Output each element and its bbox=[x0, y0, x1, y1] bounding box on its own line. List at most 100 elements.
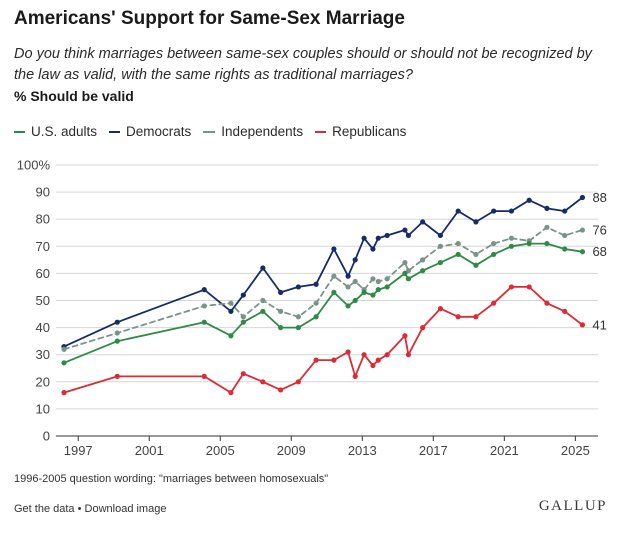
data-point-republicans bbox=[526, 284, 532, 290]
data-point-u-s-adults bbox=[370, 292, 376, 298]
legend-swatch-democrats bbox=[109, 130, 121, 133]
end-label-republicans: 41 bbox=[592, 317, 606, 332]
legend-item-independents: Independents bbox=[203, 124, 303, 139]
data-point-u-s-adults bbox=[384, 284, 390, 290]
data-point-republicans bbox=[508, 284, 515, 290]
data-point-republicans bbox=[61, 390, 67, 396]
data-point-republicans bbox=[375, 357, 381, 363]
data-point-democrats bbox=[345, 273, 351, 279]
data-point-republicans bbox=[544, 300, 550, 306]
data-point-independents bbox=[562, 232, 568, 239]
data-point-u-s-adults bbox=[295, 325, 301, 331]
series-line-u-s-adults bbox=[63, 242, 584, 364]
legend: U.S. adults Democrats Independents Repub… bbox=[14, 124, 418, 139]
y-tick-label: 30 bbox=[36, 347, 50, 362]
data-point-democrats bbox=[240, 292, 246, 298]
x-tick-label: 2013 bbox=[348, 443, 377, 458]
legend-swatch-independents bbox=[203, 130, 216, 133]
data-point-democrats bbox=[313, 281, 319, 287]
data-point-independents bbox=[61, 346, 67, 352]
x-tick-label: 2009 bbox=[277, 443, 306, 458]
series-line-republicans bbox=[63, 285, 584, 394]
data-point-republicans bbox=[405, 352, 412, 358]
end-label-democrats: 88 bbox=[592, 190, 606, 205]
data-point-u-s-adults bbox=[313, 314, 319, 320]
data-point-democrats bbox=[544, 205, 550, 211]
data-point-independents bbox=[240, 314, 246, 320]
data-point-democrats bbox=[402, 227, 408, 233]
data-point-u-s-adults bbox=[352, 297, 358, 304]
data-point-u-s-adults bbox=[240, 319, 246, 325]
data-point-democrats bbox=[562, 208, 568, 214]
legend-label-democrats: Democrats bbox=[126, 124, 192, 139]
data-point-independents bbox=[331, 273, 337, 279]
data-point-u-s-adults bbox=[228, 333, 234, 339]
data-point-republicans bbox=[473, 314, 479, 320]
data-point-republicans bbox=[278, 387, 284, 393]
data-point-democrats bbox=[114, 319, 120, 325]
data-point-democrats bbox=[420, 219, 426, 225]
y-tick-label: 90 bbox=[36, 185, 50, 200]
data-point-republicans bbox=[201, 373, 207, 379]
data-point-republicans bbox=[562, 308, 568, 314]
data-point-democrats bbox=[260, 265, 266, 271]
data-point-u-s-adults bbox=[544, 240, 550, 247]
legend-label-independents: Independents bbox=[221, 124, 304, 139]
link-separator: • bbox=[74, 503, 85, 515]
x-tick-label: 2001 bbox=[135, 443, 164, 458]
x-tick-label: 1997 bbox=[64, 443, 93, 458]
data-point-u-s-adults bbox=[201, 319, 207, 325]
data-point-democrats bbox=[526, 197, 532, 203]
data-point-independents bbox=[384, 276, 390, 282]
data-point-u-s-adults bbox=[361, 289, 367, 295]
download-image-link[interactable]: Download image bbox=[84, 503, 167, 515]
data-point-democrats bbox=[352, 257, 358, 263]
data-point-u-s-adults bbox=[405, 276, 412, 282]
data-point-u-s-adults bbox=[437, 259, 444, 266]
data-point-republicans bbox=[352, 373, 358, 379]
data-point-independents bbox=[544, 224, 550, 230]
data-point-democrats bbox=[361, 235, 367, 241]
legend-item-democrats: Democrats bbox=[109, 124, 191, 139]
data-point-democrats bbox=[370, 246, 376, 252]
x-tick-label: 2005 bbox=[206, 443, 235, 458]
data-point-independents bbox=[420, 257, 426, 263]
data-point-democrats bbox=[579, 194, 586, 201]
data-point-u-s-adults bbox=[455, 251, 461, 258]
data-point-u-s-adults bbox=[420, 268, 426, 274]
line-chart: 0 10 20 30 40 50 60 70 80 90 100% 1997 2001 2005 2009 2… bbox=[17, 158, 607, 459]
gallup-logo: GALLUP bbox=[538, 498, 607, 514]
data-point-democrats bbox=[508, 208, 515, 214]
x-tick-label: 2021 bbox=[490, 443, 519, 458]
data-point-u-s-adults bbox=[331, 289, 337, 295]
data-point-independents bbox=[278, 308, 284, 314]
data-point-democrats bbox=[375, 235, 381, 241]
series-line-democrats bbox=[63, 196, 584, 348]
data-point-democrats bbox=[295, 284, 301, 290]
data-point-independents bbox=[579, 227, 586, 233]
data-point-independents bbox=[437, 243, 444, 249]
data-point-independents bbox=[352, 278, 358, 285]
data-point-u-s-adults bbox=[345, 303, 351, 309]
y-tick-label: 70 bbox=[36, 239, 50, 254]
legend-item-us-adults: U.S. adults bbox=[14, 124, 97, 139]
data-point-u-s-adults bbox=[375, 287, 381, 293]
data-point-u-s-adults bbox=[61, 360, 67, 366]
data-point-republicans bbox=[331, 357, 337, 363]
data-point-independents bbox=[201, 303, 207, 309]
data-point-republicans bbox=[228, 390, 234, 396]
legend-label-republicans: Republicans bbox=[332, 124, 407, 139]
data-point-u-s-adults bbox=[491, 251, 497, 258]
get-data-link[interactable]: Get the data bbox=[14, 503, 75, 515]
y-tick-label: 20 bbox=[36, 374, 50, 389]
data-point-democrats bbox=[278, 289, 284, 295]
data-point-republicans bbox=[295, 379, 301, 385]
data-point-republicans bbox=[313, 357, 319, 363]
y-tick-label: 60 bbox=[36, 266, 50, 281]
series-line-independents bbox=[63, 226, 584, 351]
y-tick-label: 80 bbox=[36, 212, 50, 227]
footnote: 1996-2005 question wording: "marriages b… bbox=[14, 473, 329, 485]
data-point-republicans bbox=[260, 379, 266, 385]
data-point-republicans bbox=[384, 352, 390, 358]
data-point-republicans bbox=[579, 322, 586, 328]
